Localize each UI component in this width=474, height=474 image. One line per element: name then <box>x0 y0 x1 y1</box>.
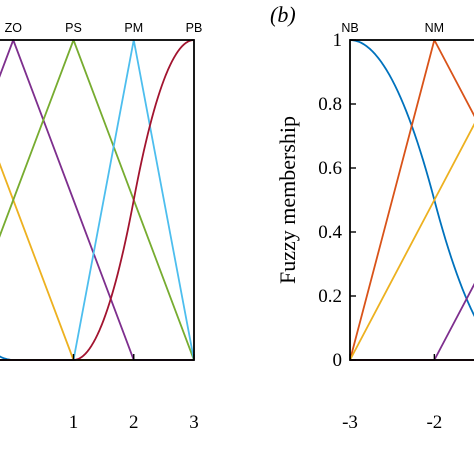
series-line-zo <box>0 39 194 361</box>
y-tick-label: 0.6 <box>318 158 342 179</box>
mf-label-nb: NB <box>341 21 358 35</box>
mf-label-nm: NM <box>425 21 444 35</box>
series-line-nb <box>350 39 474 318</box>
series-line-nm <box>0 359 194 361</box>
panel-label: (b) <box>270 2 296 27</box>
plot-area <box>0 39 194 361</box>
y-tick-label: 0 <box>333 350 343 371</box>
x-tick-label: 2 <box>129 412 139 433</box>
y-axis-label: Fuzzy membership <box>275 116 300 284</box>
y-tick-label: 1 <box>333 30 343 51</box>
panel-b: NB NM -3 -2 0 0.2 0.4 0.6 0.8 1 Fuzzy membership (b… <box>270 2 474 433</box>
series-line-ps <box>0 39 194 361</box>
series-line-zo <box>350 282 474 361</box>
mf-label-pm: PM <box>124 21 143 35</box>
axes-frame <box>0 39 195 361</box>
axes-frame <box>349 39 474 361</box>
y-tick-label: 0.4 <box>318 222 342 243</box>
x-tick-label: 1 <box>69 412 79 433</box>
mf-label-pb: PB <box>186 21 203 35</box>
y-tick-label: 0.8 <box>318 94 342 115</box>
series-line-pm <box>0 39 194 361</box>
series-line-ns <box>350 122 474 361</box>
series-line-nm <box>350 39 474 361</box>
x-tick-label: -2 <box>426 412 442 433</box>
mf-label-zo: ZO <box>5 21 23 35</box>
plot-area <box>350 39 474 361</box>
panel-a: ZO PS PM PB 1 2 3 <box>0 21 202 433</box>
series-line-pb <box>0 39 194 361</box>
series-line-ns <box>0 162 194 361</box>
x-tick-label: 3 <box>189 412 199 433</box>
series-line-nb <box>0 355 194 361</box>
mf-label-ps: PS <box>65 21 82 35</box>
y-tick-label: 0.2 <box>318 286 342 307</box>
x-tick-label: -3 <box>342 412 358 433</box>
